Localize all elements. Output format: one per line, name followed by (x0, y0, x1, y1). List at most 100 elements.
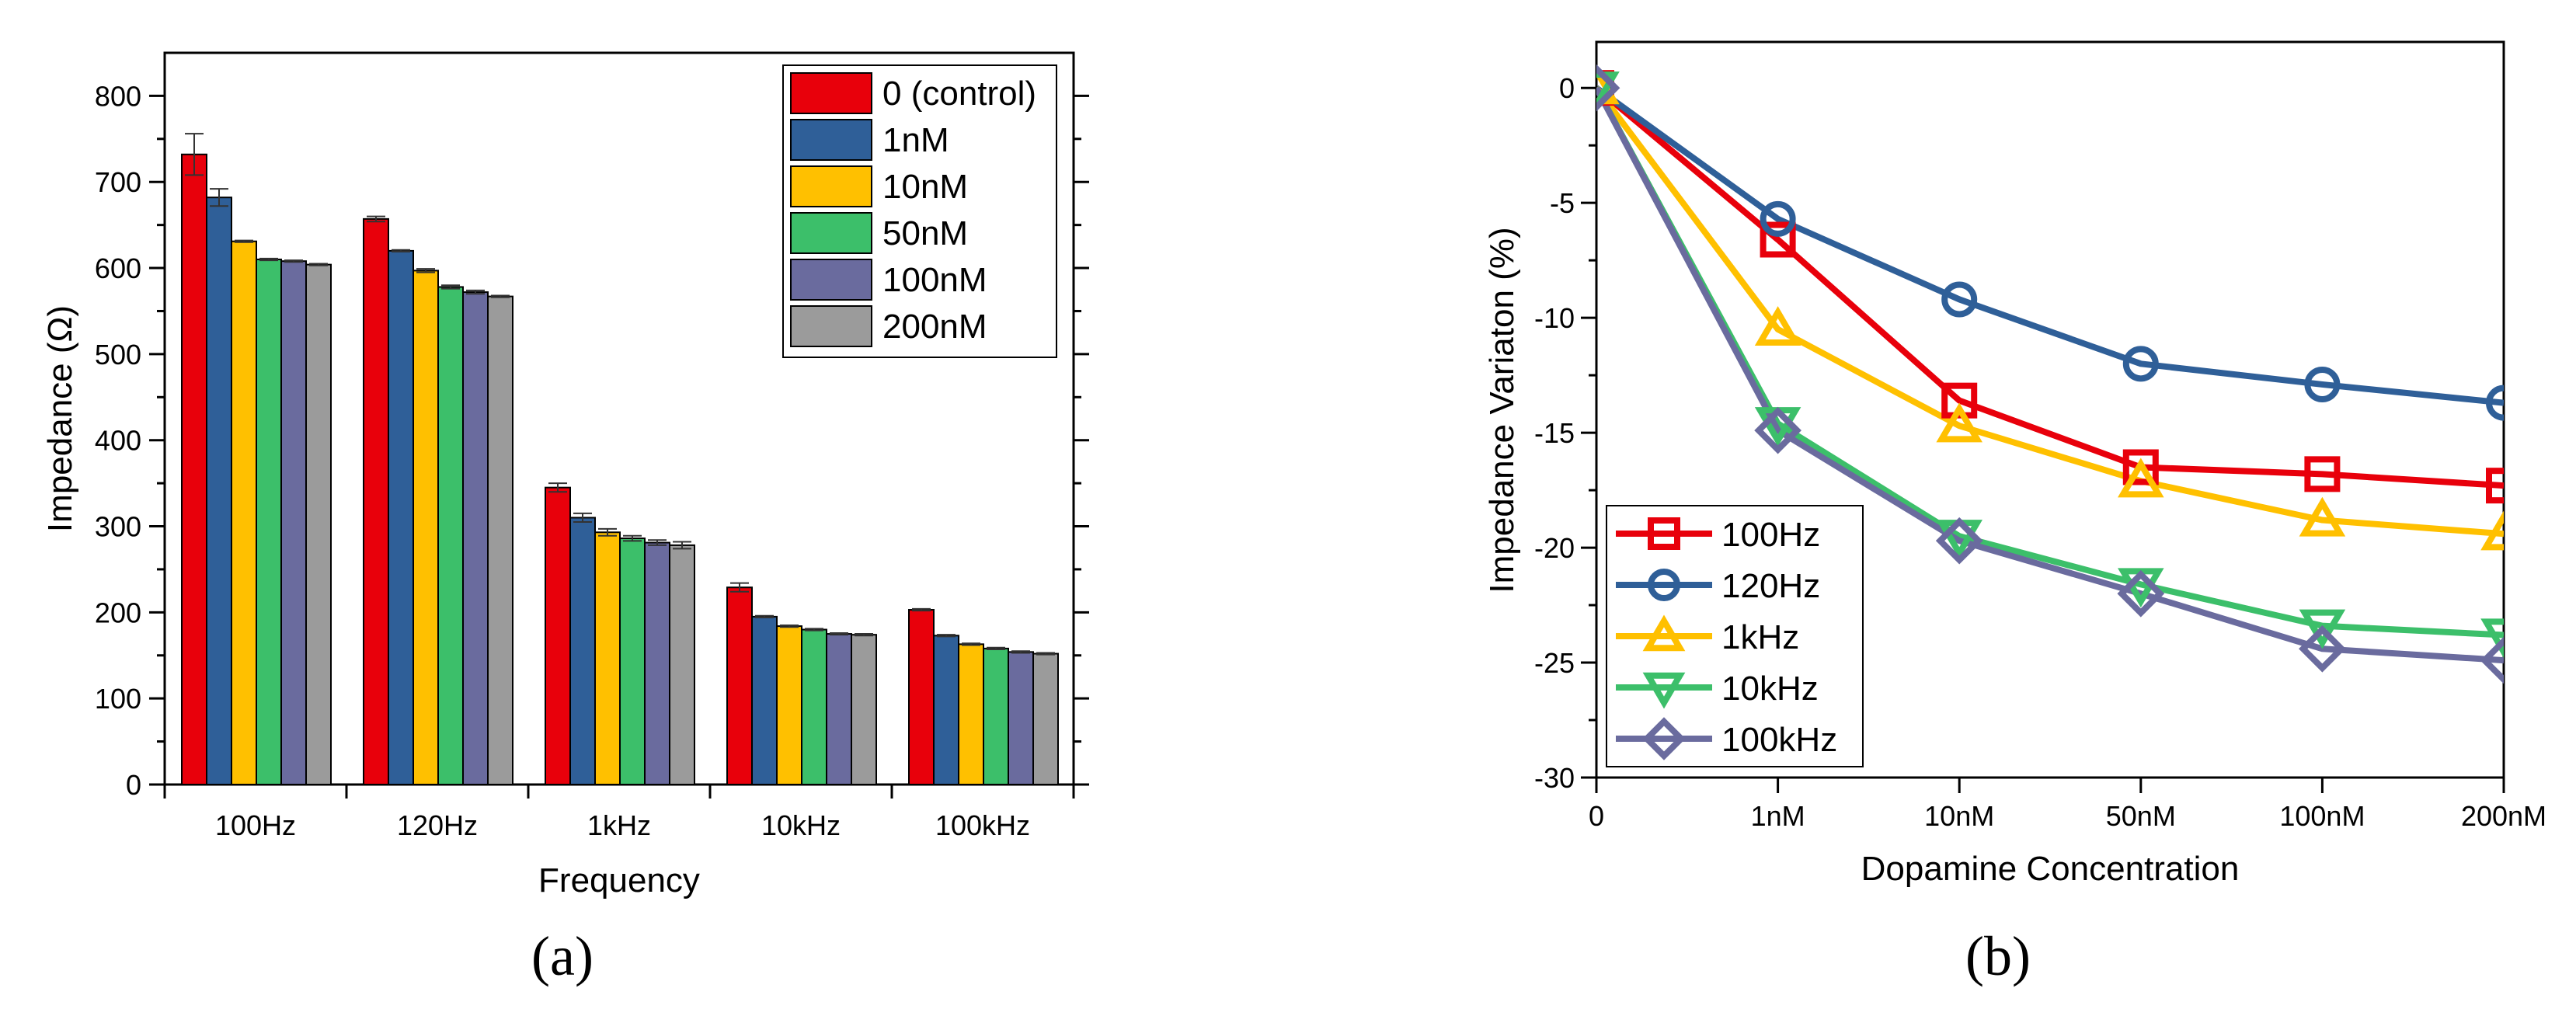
marker-square (2122, 449, 2159, 485)
marker-square (2304, 456, 2341, 492)
legend-swatch (790, 72, 872, 114)
series-line (1596, 86, 2504, 664)
marker-triangle-down (1642, 672, 1686, 709)
bar (908, 609, 935, 786)
y-tick-label: -10 (1534, 302, 1575, 334)
panel-b-y-axis: 0 -5 -10 -15 -20 -25 -30 (1534, 72, 1596, 794)
y-tick-label: -25 (1534, 647, 1575, 679)
legend-label: 100kHz (1721, 721, 1837, 759)
panel-b-line-chart: 0 -5 -10 -15 -20 -25 -30 0 1nM 10nM 50nM 100nM 200n… (1483, 40, 2546, 987)
bar (776, 625, 802, 786)
y-tick-label: 0 (1559, 72, 1575, 104)
bar (280, 260, 307, 785)
legend-label: 1nM (882, 121, 949, 159)
panel-a-legend: 0 (control) 1nM 10nM 50nM 100nM 200nM (782, 64, 1057, 358)
panel-a-y-axis: 0 100 200 300 400 500 600 700 800 (95, 80, 1089, 801)
marker-square (2486, 468, 2504, 504)
x-tick-label: 1kHz (587, 809, 651, 841)
panel-b-x-axis: 0 1nM 10nM 50nM 100nM 200nM (1589, 778, 2546, 832)
panel-b-series (1596, 64, 2504, 684)
marker-diamond (2117, 569, 2165, 618)
marker-square (1648, 517, 1680, 550)
y-tick-label: -30 (1534, 762, 1575, 794)
marker-circle (1941, 281, 1978, 318)
marker-triangle-up (1642, 614, 1686, 652)
bar (1032, 652, 1059, 785)
x-tick-label: 100Hz (215, 809, 296, 841)
marker-circle (2486, 384, 2504, 421)
legend-swatch (790, 119, 872, 161)
y-tick-label: 400 (95, 425, 141, 457)
x-tick-label: 120Hz (397, 809, 478, 841)
marker-triangle-up (2118, 458, 2164, 498)
bar (256, 258, 282, 786)
panel-b-legend: 100Hz 120Hz 1kHz 10kHz 100kHz (1606, 505, 1864, 767)
panel-a-bar-chart: 0 100 200 300 400 500 600 700 800 100Hz 120Hz 1kHz… (41, 51, 1089, 987)
legend-label: 0 (control) (882, 75, 1036, 113)
bar (644, 541, 670, 785)
panel-b-y-axis-label: Impedance Variaton (%) (1483, 227, 1521, 593)
y-tick-label: -20 (1534, 532, 1575, 564)
marker-diamond (1642, 717, 1686, 760)
x-tick-label: 50nM (2106, 800, 2176, 832)
legend-swatch (790, 305, 872, 347)
bar (619, 538, 646, 785)
legend-label: 100nM (882, 261, 987, 299)
series-line (1596, 85, 2504, 489)
marker-diamond (2480, 636, 2504, 684)
bar (669, 544, 695, 785)
marker-diamond (2299, 625, 2346, 673)
bar (206, 197, 232, 785)
legend-label: 10nM (882, 168, 968, 206)
legend-swatch (790, 212, 872, 254)
bar (413, 270, 439, 785)
marker-circle (1760, 200, 1796, 237)
bar (487, 295, 513, 785)
panel-b-x-axis-label: Dopamine Concentration (1861, 850, 2240, 888)
legend-label: 1kHz (1721, 618, 1799, 656)
panel-b-plot-frame (1595, 40, 2505, 779)
legend-label: 10kHz (1721, 670, 1819, 708)
bar (594, 531, 621, 785)
bar (958, 643, 984, 786)
y-tick-label: -5 (1550, 187, 1575, 219)
marker-diamond (1596, 64, 1620, 112)
y-tick-label: 100 (95, 683, 141, 715)
legend-label: 100Hz (1721, 516, 1820, 554)
marker-triangle-up (2299, 496, 2346, 537)
y-tick-label: 800 (95, 80, 141, 112)
y-tick-label: 600 (95, 252, 141, 284)
y-tick-label: 500 (95, 339, 141, 371)
x-tick-label: 100kHz (935, 809, 1030, 841)
bar (437, 286, 464, 785)
x-tick-label: 100nM (2279, 800, 2365, 832)
marker-square (1941, 382, 1978, 419)
y-tick-label: 0 (126, 769, 141, 801)
bar (388, 249, 414, 785)
marker-circle (2122, 346, 2159, 382)
x-tick-label: 10kHz (761, 809, 841, 841)
marker-diamond (1754, 406, 1801, 454)
marker-circle (1596, 70, 1614, 106)
marker-diamond (1935, 517, 1983, 565)
legend-label: 120Hz (1721, 567, 1820, 605)
marker-triangle-up (1936, 402, 1982, 443)
marker-triangle-up (1754, 306, 1801, 346)
bar (462, 291, 489, 785)
bar (181, 153, 207, 785)
marker-circle (2304, 366, 2341, 402)
bar (751, 615, 778, 785)
bar (569, 517, 596, 786)
panel-a-label: (a) (531, 925, 594, 987)
bar (726, 586, 753, 785)
y-tick-label: -15 (1534, 417, 1575, 449)
legend-label: 200nM (882, 308, 987, 346)
bar (801, 628, 827, 785)
bar (826, 633, 852, 786)
x-tick-label: 0 (1589, 800, 1604, 832)
y-tick-label: 300 (95, 511, 141, 543)
series-line (1596, 85, 2504, 406)
bar (231, 240, 257, 785)
bar (545, 486, 571, 785)
